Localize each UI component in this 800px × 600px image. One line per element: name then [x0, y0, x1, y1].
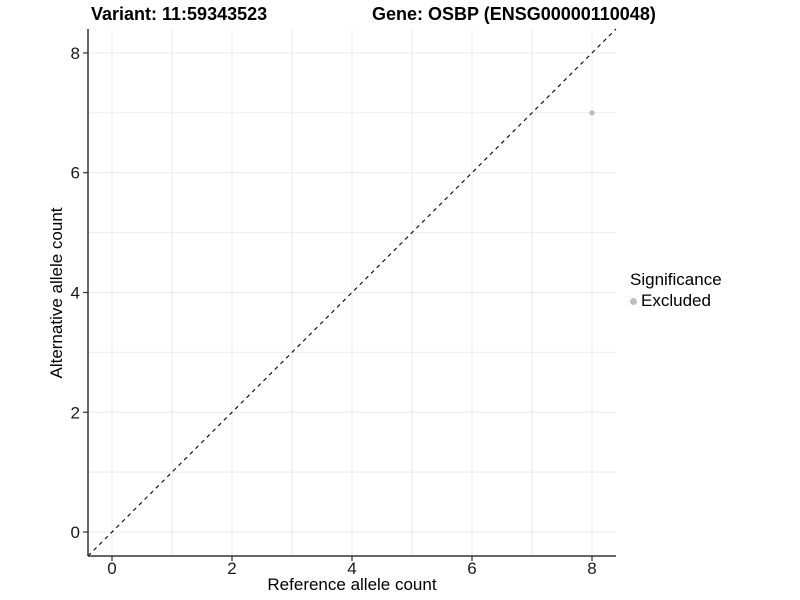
x-tick-label: 8 — [587, 559, 596, 578]
legend-title: Significance — [630, 270, 722, 289]
plot-title-gene: Gene: OSBP (ENSG00000110048) — [372, 4, 656, 24]
plot-title-variant: Variant: 11:59343523 — [91, 4, 268, 24]
y-axis-title: Alternative allele count — [47, 207, 66, 379]
legend-item-label: Excluded — [641, 291, 711, 310]
legend-point-icon — [630, 297, 637, 305]
data-point — [589, 110, 595, 116]
y-tick-label: 6 — [71, 164, 80, 183]
y-tick-label: 8 — [71, 44, 80, 63]
x-axis-title: Reference allele count — [267, 575, 437, 594]
y-tick-label: 4 — [71, 284, 80, 303]
legend-item-excluded: Excluded — [630, 291, 722, 311]
legend: Significance Excluded — [630, 270, 722, 311]
x-tick-label: 4 — [347, 559, 356, 578]
x-tick-label: 2 — [227, 559, 236, 578]
y-tick-label: 2 — [71, 403, 80, 422]
x-tick-label: 0 — [107, 559, 116, 578]
x-tick-label: 6 — [467, 559, 476, 578]
y-tick-label: 0 — [71, 523, 80, 542]
